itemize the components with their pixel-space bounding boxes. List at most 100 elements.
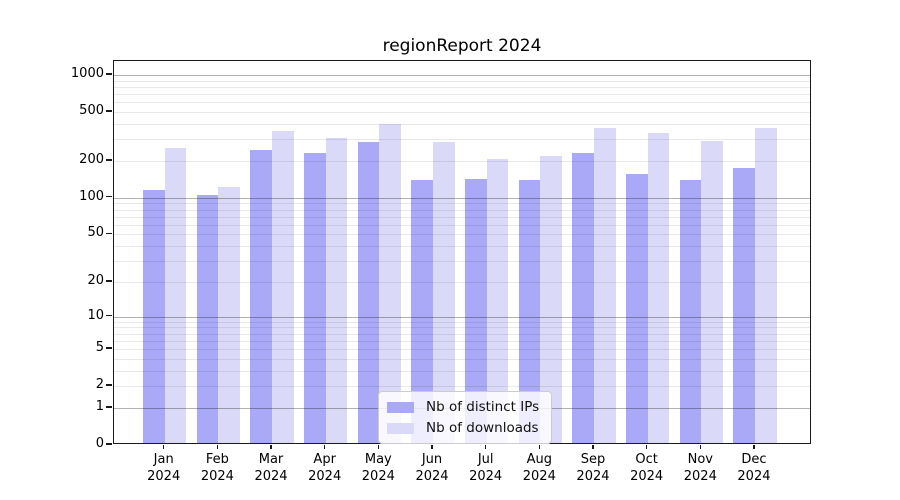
bar-jun-downloads <box>433 141 455 443</box>
gridline-minor <box>114 160 810 162</box>
x-tick-year: 2024 <box>469 468 503 484</box>
y-tick-label: 1 <box>95 398 104 414</box>
bar-mar-distinct-ips <box>250 149 272 443</box>
gridline-major <box>114 316 810 318</box>
x-tick-label: Dec 2024 <box>726 452 782 485</box>
bar-sep-distinct-ips <box>572 152 594 443</box>
gridline-minor <box>114 112 810 114</box>
x-tick-month: Jan <box>153 452 174 467</box>
bar-nov-distinct-ips <box>679 179 702 443</box>
x-tick-mark <box>377 445 380 449</box>
gridline-minor <box>114 139 810 141</box>
x-tick-label: May 2024 <box>350 452 406 485</box>
x-tick-month: Nov <box>687 452 713 467</box>
bar-jul-distinct-ips <box>465 178 487 443</box>
legend: Nb of distinct IPs Nb of downloads <box>378 391 553 444</box>
y-tick-label: 20 <box>87 272 104 288</box>
x-tick-mark <box>216 445 219 449</box>
bar-sep-downloads <box>593 128 616 443</box>
x-tick-year: 2024 <box>254 468 288 484</box>
x-tick-mark <box>592 445 594 449</box>
bar-feb-downloads <box>218 186 240 443</box>
gridline-minor <box>114 234 810 236</box>
gridline-minor <box>114 209 810 211</box>
y-tick-mark <box>106 280 112 282</box>
gridline-minor <box>114 386 810 388</box>
y-tick-label: 50 <box>87 225 104 241</box>
gridline-minor <box>114 203 810 205</box>
x-tick-mark <box>753 445 755 449</box>
x-tick-label: Aug 2024 <box>511 452 567 485</box>
y-tick-label: 0 <box>95 436 104 451</box>
x-tick-month: Sep <box>580 452 606 467</box>
x-tick-year: 2024 <box>147 468 181 484</box>
gridline-minor <box>114 321 810 323</box>
y-tick-label: 5 <box>95 340 104 356</box>
x-tick-year: 2024 <box>522 468 556 484</box>
y-tick-mark <box>106 196 112 198</box>
gridline-minor <box>114 224 810 226</box>
x-tick-label: Jan 2024 <box>136 452 192 485</box>
x-tick-mark <box>699 445 701 449</box>
x-tick-label: Nov 2024 <box>672 452 728 485</box>
x-tick-year: 2024 <box>737 468 771 484</box>
bar-jan-downloads <box>164 147 187 443</box>
y-tick-mark <box>106 443 112 445</box>
x-tick-month: Dec <box>741 452 767 467</box>
x-tick-mark <box>645 445 648 449</box>
x-tick-month: Oct <box>635 452 658 467</box>
x-tick-month: Jul <box>477 452 494 467</box>
y-tick-label: 1000 <box>70 65 104 81</box>
y-tick-mark <box>106 314 112 317</box>
legend-swatch-downloads <box>387 422 414 434</box>
x-tick-month: Mar <box>258 452 284 467</box>
bar-oct-downloads <box>647 132 670 443</box>
gridline-minor <box>114 327 810 329</box>
gridlines-layer <box>114 61 810 443</box>
x-tick-label: Oct 2024 <box>619 452 675 485</box>
y-tick-mark <box>106 159 112 161</box>
bar-dec-distinct-ips <box>733 168 755 443</box>
bar-dec-downloads <box>754 128 777 443</box>
bar-apr-downloads <box>325 138 348 443</box>
gridline-minor <box>114 358 810 360</box>
gridline-minor <box>114 216 810 218</box>
y-tick-mark <box>106 384 112 386</box>
x-tick-label: Sep 2024 <box>565 452 621 485</box>
y-tick-label: 100 <box>79 188 104 204</box>
bar-oct-distinct-ips <box>626 173 648 443</box>
x-tick-month: Feb <box>205 452 229 467</box>
legend-label-downloads: Nb of downloads <box>426 420 539 436</box>
bar-mar-downloads <box>272 130 294 443</box>
bar-aug-distinct-ips <box>518 179 541 443</box>
gridline-minor <box>114 281 810 283</box>
bars-layer <box>114 61 810 443</box>
y-tick-mark <box>106 347 112 349</box>
bar-feb-distinct-ips <box>196 194 219 443</box>
bar-jan-distinct-ips <box>143 189 165 443</box>
x-tick-mark <box>323 445 326 449</box>
bar-jun-distinct-ips <box>411 179 433 443</box>
gridline-minor <box>114 94 810 96</box>
x-tick-mark <box>484 445 487 449</box>
x-tick-month: Jun <box>421 452 443 467</box>
chart-title: regionReport 2024 <box>382 36 542 56</box>
gridline-minor <box>114 349 810 351</box>
gridline-minor <box>114 80 810 82</box>
gridline-minor <box>114 246 810 248</box>
gridline-minor <box>114 123 810 125</box>
legend-row-downloads: Nb of downloads <box>387 420 539 436</box>
x-tick-month: Aug <box>526 452 552 467</box>
legend-row-distinct-ips: Nb of distinct IPs <box>387 399 539 415</box>
x-tick-year: 2024 <box>576 468 610 484</box>
gridline-minor <box>114 333 810 335</box>
y-tick-mark <box>106 232 112 235</box>
legend-label-distinct-ips: Nb of distinct IPs <box>426 399 540 415</box>
bar-apr-distinct-ips <box>304 152 326 443</box>
x-tick-label: Apr 2024 <box>297 452 353 485</box>
bar-aug-downloads <box>540 155 562 443</box>
y-tick-mark <box>106 110 112 112</box>
bar-jul-downloads <box>486 159 509 443</box>
x-tick-month: Apr <box>313 452 336 467</box>
